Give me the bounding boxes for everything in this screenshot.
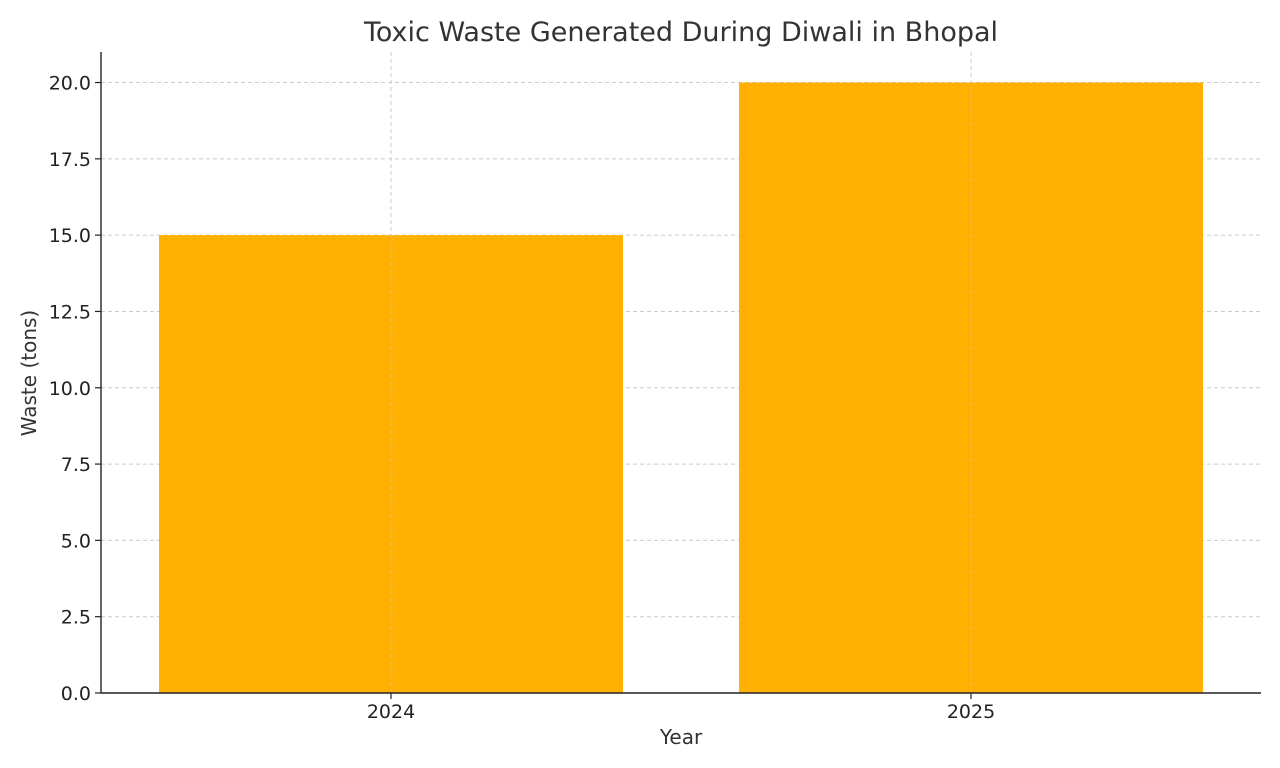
- y-tick-label: 15.0: [49, 225, 91, 247]
- x-tick-label: 2025: [947, 701, 995, 723]
- y-tick-label: 20.0: [49, 73, 91, 95]
- y-tick-label: 12.5: [49, 301, 91, 323]
- x-tick-label: 2024: [367, 701, 415, 723]
- bars-layer: [159, 52, 1203, 694]
- y-tick-label: 2.5: [61, 607, 91, 629]
- x-axis-label: Year: [659, 725, 703, 749]
- y-axis-label: Waste (tons): [17, 310, 41, 436]
- chart-title: Toxic Waste Generated During Diwali in B…: [363, 17, 998, 48]
- ticks-layer: 0.0 2.5 5.0 7.5 10.0 12.5 15.0 17.5 20.0 2024 2025: [49, 73, 995, 723]
- y-tick-label: 17.5: [49, 149, 91, 171]
- bar-2024: [159, 235, 623, 693]
- y-tick-label: 10.0: [49, 378, 91, 400]
- y-tick-label: 5.0: [61, 530, 91, 552]
- y-tick-label: 0.0: [61, 683, 91, 705]
- y-tick-label: 7.5: [61, 454, 91, 476]
